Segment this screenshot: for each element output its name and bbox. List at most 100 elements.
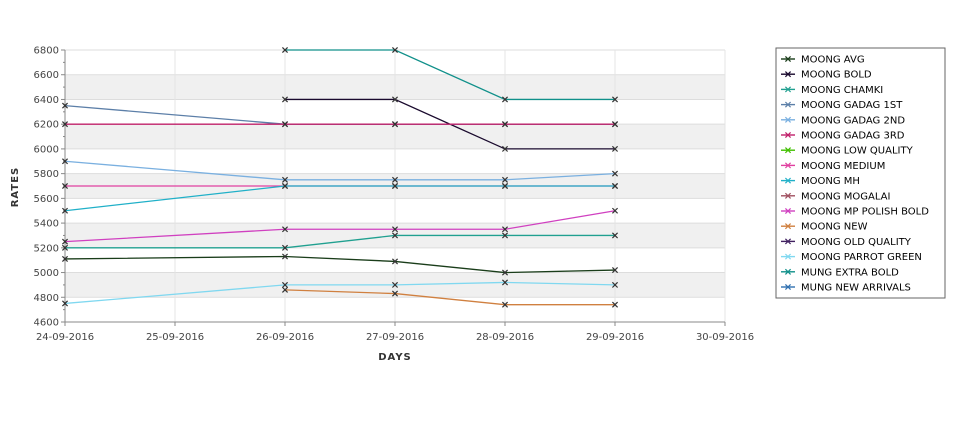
marker-stroke bbox=[501, 182, 509, 190]
marker-stroke bbox=[501, 279, 509, 286]
legend-entry: MUNG EXTRA BOLD bbox=[781, 267, 899, 278]
data-point bbox=[501, 279, 509, 286]
marker-stroke bbox=[281, 46, 289, 54]
marker-stroke bbox=[784, 147, 792, 154]
marker-stroke bbox=[611, 267, 619, 274]
marker-stroke bbox=[501, 176, 509, 183]
marker-stroke bbox=[611, 96, 619, 103]
data-point bbox=[501, 176, 509, 183]
marker-stroke bbox=[784, 131, 792, 139]
y-tick-label: 6600 bbox=[34, 70, 59, 81]
marker-stroke bbox=[784, 101, 792, 108]
marker-stroke bbox=[611, 281, 619, 288]
data-point bbox=[501, 269, 509, 276]
marker-stroke bbox=[784, 268, 792, 275]
data-point bbox=[501, 182, 509, 190]
legend: MOONG AVG MOONG BOLD MOONG CHAMKI MOONG GAD… bbox=[775, 47, 946, 299]
series-moong-parrot-green bbox=[61, 279, 619, 307]
legend-entry: MOONG CHAMKI bbox=[781, 85, 883, 96]
x-tick-label: 25-09-2016 bbox=[146, 332, 204, 343]
marker-stroke bbox=[784, 253, 792, 260]
marker-stroke bbox=[281, 244, 289, 251]
y-tick-labels: 4600 4800 5000 5200 5400 5600 5800 6000 6200 6400… bbox=[34, 46, 59, 329]
legend-marker bbox=[784, 162, 792, 169]
marker-stroke bbox=[61, 158, 69, 165]
marker-stroke bbox=[611, 145, 619, 152]
series-moong-gadag-2nd bbox=[61, 158, 619, 183]
data-point bbox=[611, 281, 619, 288]
series-line bbox=[285, 49, 615, 101]
data-point bbox=[391, 226, 399, 233]
legend-label: MOONG AVG bbox=[801, 55, 865, 66]
y-tick-label: 6400 bbox=[34, 95, 59, 106]
legend-marker bbox=[784, 147, 792, 154]
series-mung-extra-bold bbox=[281, 46, 619, 103]
legend-entry: MOONG MH bbox=[781, 176, 860, 187]
x-tick-label: 30-09-2016 bbox=[696, 332, 754, 343]
marker-stroke bbox=[61, 121, 69, 128]
x-tick-label: 28-09-2016 bbox=[476, 332, 534, 343]
marker-stroke bbox=[611, 182, 619, 190]
legend-label: MOONG CHAMKI bbox=[801, 85, 883, 96]
series-moong-chamki bbox=[61, 232, 619, 251]
marker-stroke bbox=[391, 232, 399, 239]
data-point bbox=[281, 182, 289, 190]
data-point bbox=[391, 121, 399, 128]
data-point bbox=[501, 145, 509, 152]
marker-stroke bbox=[391, 182, 399, 190]
data-point bbox=[611, 232, 619, 239]
marker-stroke bbox=[501, 226, 509, 233]
marker-stroke bbox=[784, 55, 792, 63]
marker-stroke bbox=[281, 286, 289, 293]
data-point bbox=[61, 102, 69, 109]
legend-label: MOONG PARROT GREEN bbox=[801, 252, 922, 263]
x-tick-label: 29-09-2016 bbox=[586, 332, 644, 343]
marker-stroke bbox=[784, 283, 792, 291]
data-point bbox=[281, 176, 289, 183]
legend-entry: MOONG NEW bbox=[781, 222, 868, 233]
series-line bbox=[64, 104, 615, 125]
marker-stroke bbox=[61, 238, 69, 245]
data-point bbox=[611, 267, 619, 274]
series-moong-gadag-3rd bbox=[61, 121, 619, 128]
y-tick-label: 6000 bbox=[34, 144, 59, 155]
marker-stroke bbox=[501, 96, 509, 103]
marker-stroke bbox=[611, 207, 619, 214]
y-tick-label: 6800 bbox=[34, 46, 59, 57]
marker-stroke bbox=[784, 192, 792, 199]
data-point bbox=[611, 207, 619, 214]
marker-stroke bbox=[784, 71, 792, 78]
x-axis-label: DAYS bbox=[378, 352, 412, 363]
x-tick-labels: 24-09-2016 25-09-2016 26-09-2016 27-09-2016… bbox=[36, 332, 754, 343]
marker-stroke bbox=[391, 290, 399, 297]
marker-stroke bbox=[784, 116, 792, 123]
data-point bbox=[61, 158, 69, 165]
legend-entry: MOONG MEDIUM bbox=[781, 161, 885, 172]
legend-marker bbox=[784, 223, 792, 230]
legend-marker bbox=[784, 101, 792, 108]
data-point bbox=[61, 121, 69, 128]
data-point bbox=[61, 255, 69, 262]
data-point bbox=[501, 301, 509, 308]
legend-entry: MOONG MOGALAI bbox=[781, 191, 890, 202]
legend-marker bbox=[784, 55, 792, 63]
legend-label: MOONG BOLD bbox=[801, 70, 872, 81]
legend-label: MOONG LOW QUALITY bbox=[801, 146, 914, 157]
marker-stroke bbox=[501, 232, 509, 239]
data-point bbox=[281, 96, 289, 103]
marker-stroke bbox=[391, 281, 399, 288]
data-point bbox=[391, 96, 399, 103]
series-moong-gadag-1st bbox=[61, 102, 619, 128]
series-moong-new bbox=[281, 286, 619, 308]
series-moong-mp-polish-bold bbox=[61, 207, 619, 245]
legend-label: MOONG MOGALAI bbox=[801, 191, 890, 202]
data-point bbox=[61, 238, 69, 245]
legend-entry: MOONG GADAG 2ND bbox=[781, 115, 905, 126]
data-point bbox=[391, 46, 399, 54]
data-point bbox=[501, 226, 509, 233]
legend-label: MOONG MH bbox=[801, 176, 860, 187]
data-point bbox=[391, 281, 399, 288]
data-point bbox=[391, 290, 399, 297]
legend-entry: MOONG PARROT GREEN bbox=[781, 252, 922, 263]
marker-stroke bbox=[61, 102, 69, 109]
